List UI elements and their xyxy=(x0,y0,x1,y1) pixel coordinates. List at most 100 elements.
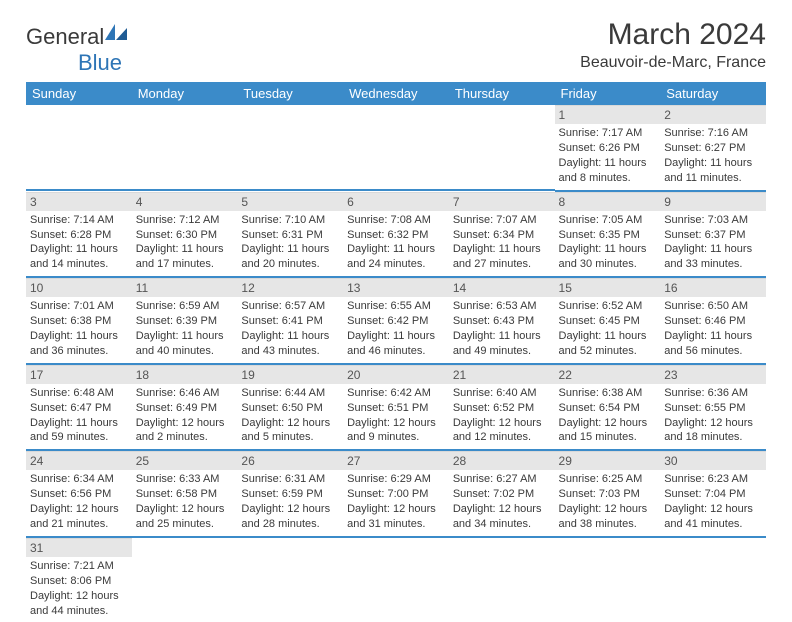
daylight-text: Daylight: 12 hours xyxy=(453,416,551,431)
daylight-text xyxy=(241,170,339,185)
sunrise-text: Sunrise: 6:31 AM xyxy=(241,472,339,487)
day-number: 21 xyxy=(449,365,555,384)
calendar-cell: 6Sunrise: 7:08 AMSunset: 6:32 PMDaylight… xyxy=(343,192,449,279)
day-number xyxy=(343,538,449,556)
day-number: 10 xyxy=(26,278,132,297)
calendar-cell: 11Sunrise: 6:59 AMSunset: 6:39 PMDayligh… xyxy=(132,278,238,365)
day-number xyxy=(26,105,132,123)
calendar-cell: 3Sunrise: 7:14 AMSunset: 6:28 PMDaylight… xyxy=(26,192,132,279)
day-details: Sunrise: 7:16 AMSunset: 6:27 PMDaylight:… xyxy=(660,124,766,191)
day-details: Sunrise: 7:10 AMSunset: 6:31 PMDaylight:… xyxy=(237,211,343,278)
sunrise-text xyxy=(453,558,551,573)
calendar-cell xyxy=(343,105,449,192)
day-details: Sunrise: 6:34 AMSunset: 6:56 PMDaylight:… xyxy=(26,470,132,537)
daylight-text: and 49 minutes. xyxy=(453,344,551,359)
daylight-text: Daylight: 12 hours xyxy=(136,416,234,431)
calendar-cell xyxy=(343,538,449,622)
day-details: Sunrise: 7:17 AMSunset: 6:26 PMDaylight:… xyxy=(555,124,661,191)
sunset-text: Sunset: 7:04 PM xyxy=(664,487,762,502)
daylight-text: and 9 minutes. xyxy=(347,430,445,445)
logo-text-general: General xyxy=(26,24,104,49)
daylight-text: and 52 minutes. xyxy=(559,344,657,359)
day-number: 2 xyxy=(660,105,766,124)
day-number: 27 xyxy=(343,451,449,470)
calendar-cell: 13Sunrise: 6:55 AMSunset: 6:42 PMDayligh… xyxy=(343,278,449,365)
calendar-week-row: 1Sunrise: 7:17 AMSunset: 6:26 PMDaylight… xyxy=(26,105,766,192)
daylight-text: and 17 minutes. xyxy=(136,257,234,272)
sunset-text: Sunset: 6:41 PM xyxy=(241,314,339,329)
daylight-text xyxy=(453,170,551,185)
day-details: Sunrise: 7:14 AMSunset: 6:28 PMDaylight:… xyxy=(26,211,132,278)
sunset-text: Sunset: 6:35 PM xyxy=(559,228,657,243)
sunset-text: Sunset: 6:43 PM xyxy=(453,314,551,329)
day-number: 17 xyxy=(26,365,132,384)
day-details: Sunrise: 6:53 AMSunset: 6:43 PMDaylight:… xyxy=(449,297,555,364)
sunrise-text: Sunrise: 6:52 AM xyxy=(559,299,657,314)
daylight-text: Daylight: 11 hours xyxy=(136,329,234,344)
daylight-text: Daylight: 11 hours xyxy=(241,242,339,257)
calendar-week-row: 31Sunrise: 7:21 AMSunset: 8:06 PMDayligh… xyxy=(26,538,766,622)
day-number xyxy=(237,538,343,556)
sunset-text: Sunset: 6:30 PM xyxy=(136,228,234,243)
sunset-text: Sunset: 6:47 PM xyxy=(30,401,128,416)
sunrise-text: Sunrise: 7:05 AM xyxy=(559,213,657,228)
daylight-text: and 2 minutes. xyxy=(136,430,234,445)
sunrise-text: Sunrise: 6:25 AM xyxy=(559,472,657,487)
daylight-text xyxy=(136,588,234,603)
daylight-text: Daylight: 11 hours xyxy=(559,242,657,257)
day-number: 14 xyxy=(449,278,555,297)
day-number: 6 xyxy=(343,192,449,211)
daylight-text: Daylight: 12 hours xyxy=(241,416,339,431)
weekday-header: Saturday xyxy=(660,82,766,105)
sunrise-text xyxy=(559,558,657,573)
daylight-text: Daylight: 11 hours xyxy=(664,329,762,344)
sunrise-text: Sunrise: 7:17 AM xyxy=(559,126,657,141)
calendar-cell: 16Sunrise: 6:50 AMSunset: 6:46 PMDayligh… xyxy=(660,278,766,365)
sunrise-text xyxy=(347,125,445,140)
daylight-text: and 36 minutes. xyxy=(30,344,128,359)
weekday-header: Tuesday xyxy=(237,82,343,105)
calendar-cell: 20Sunrise: 6:42 AMSunset: 6:51 PMDayligh… xyxy=(343,365,449,452)
daylight-text xyxy=(664,603,762,618)
day-number: 26 xyxy=(237,451,343,470)
daylight-text: and 44 minutes. xyxy=(30,604,128,619)
daylight-text: and 46 minutes. xyxy=(347,344,445,359)
sunrise-text xyxy=(664,558,762,573)
daylight-text xyxy=(136,170,234,185)
sunset-text xyxy=(347,140,445,155)
calendar-cell: 25Sunrise: 6:33 AMSunset: 6:58 PMDayligh… xyxy=(132,451,238,538)
weekday-header: Monday xyxy=(132,82,238,105)
daylight-text xyxy=(559,603,657,618)
header: General Blue March 2024 Beauvoir-de-Marc… xyxy=(26,18,766,76)
daylight-text: Daylight: 12 hours xyxy=(30,502,128,517)
calendar-cell xyxy=(132,538,238,622)
sunrise-text: Sunrise: 6:42 AM xyxy=(347,386,445,401)
sunset-text xyxy=(347,573,445,588)
day-number: 20 xyxy=(343,365,449,384)
day-number: 22 xyxy=(555,365,661,384)
daylight-text: and 30 minutes. xyxy=(559,257,657,272)
title-block: March 2024 Beauvoir-de-Marc, France xyxy=(580,18,766,72)
daylight-text: Daylight: 11 hours xyxy=(30,329,128,344)
calendar-cell: 7Sunrise: 7:07 AMSunset: 6:34 PMDaylight… xyxy=(449,192,555,279)
daylight-text: Daylight: 12 hours xyxy=(241,502,339,517)
sunset-text xyxy=(453,573,551,588)
calendar-cell: 31Sunrise: 7:21 AMSunset: 8:06 PMDayligh… xyxy=(26,538,132,622)
sunset-text: Sunset: 6:26 PM xyxy=(559,141,657,156)
sunrise-text: Sunrise: 6:29 AM xyxy=(347,472,445,487)
daylight-text: and 38 minutes. xyxy=(559,517,657,532)
calendar-cell: 19Sunrise: 6:44 AMSunset: 6:50 PMDayligh… xyxy=(237,365,343,452)
day-details: Sunrise: 7:08 AMSunset: 6:32 PMDaylight:… xyxy=(343,211,449,278)
daylight-text xyxy=(559,588,657,603)
day-details: Sunrise: 6:55 AMSunset: 6:42 PMDaylight:… xyxy=(343,297,449,364)
daylight-text xyxy=(453,603,551,618)
sunset-text: Sunset: 6:54 PM xyxy=(559,401,657,416)
day-number xyxy=(555,538,661,556)
sunrise-text: Sunrise: 6:36 AM xyxy=(664,386,762,401)
daylight-text xyxy=(241,603,339,618)
calendar-week-row: 24Sunrise: 6:34 AMSunset: 6:56 PMDayligh… xyxy=(26,451,766,538)
sunrise-text xyxy=(347,558,445,573)
day-number: 11 xyxy=(132,278,238,297)
sunrise-text xyxy=(241,125,339,140)
daylight-text: Daylight: 11 hours xyxy=(347,329,445,344)
